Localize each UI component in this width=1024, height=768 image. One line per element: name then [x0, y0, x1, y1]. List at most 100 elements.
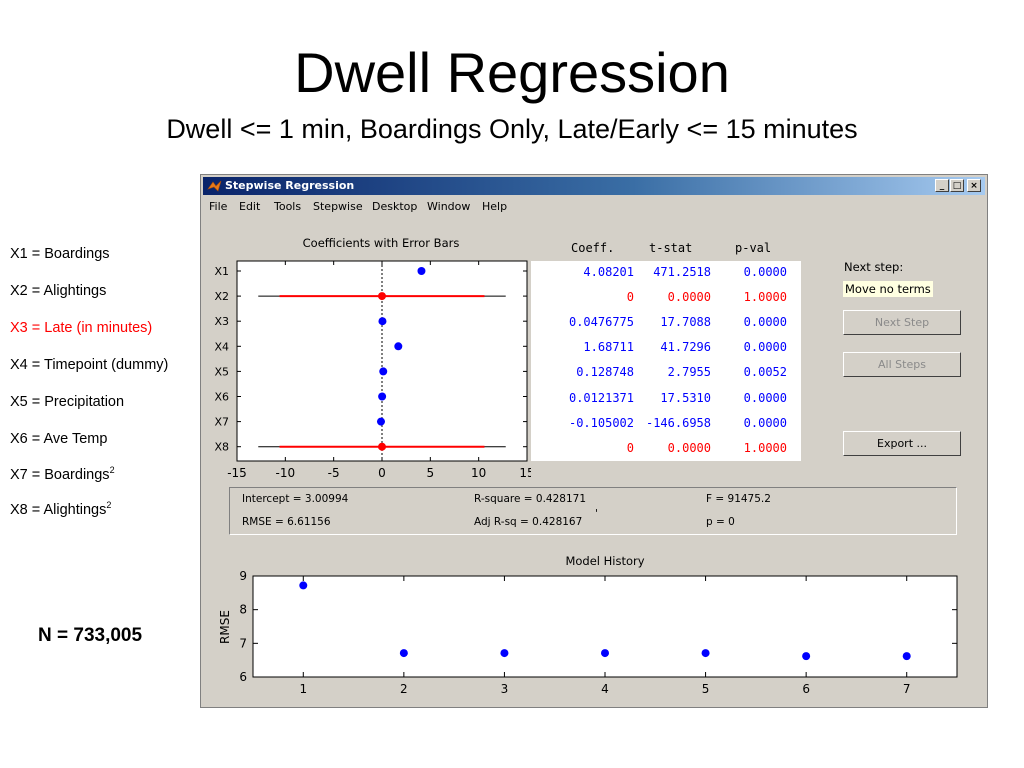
legend-x3: X3 = Late (in minutes)	[10, 320, 153, 336]
coef-point-x3[interactable]	[378, 317, 387, 326]
coefficients-chart-title: Coefficients with Error Bars	[303, 236, 460, 250]
model-history-ylabel: RMSE	[218, 610, 232, 644]
menu-desktop[interactable]: Desktop	[372, 200, 418, 213]
coef-point-x4[interactable]	[394, 342, 403, 351]
tstat-cell-x3[interactable]: 17.7088	[660, 315, 711, 330]
hist-xtick-label: 3	[501, 682, 509, 696]
coef-xtick-label: 5	[427, 466, 435, 480]
coeff-cell-x8[interactable]: 0	[626, 440, 634, 455]
next-step-label: Next step:	[844, 260, 904, 274]
stepwise-window: Stepwise Regression _ □ × File Edit Tool…	[200, 174, 988, 708]
export-button[interactable]: Export ...	[843, 431, 961, 456]
coef-tick-label-x8: X8	[214, 441, 229, 454]
coef-xtick-label: 0	[378, 466, 386, 480]
menu-file[interactable]: File	[209, 200, 228, 213]
pval-cell-x1[interactable]: 0.0000	[743, 265, 787, 279]
history-point-step-7[interactable]	[902, 652, 911, 661]
hist-xtick-label: 1	[299, 682, 307, 696]
hist-ytick-label: 9	[239, 569, 247, 583]
slide-subtitle: Dwell <= 1 min, Boardings Only, Late/Ear…	[166, 114, 858, 144]
coef-tick-label-x3: X3	[214, 315, 229, 328]
history-point-step-4[interactable]	[601, 649, 609, 658]
header-tstat: t-stat	[649, 241, 693, 255]
tstat-cell-x6[interactable]: 17.5310	[660, 390, 711, 405]
maximize-button[interactable]: □	[950, 179, 964, 192]
slide-title: Dwell Regression	[294, 41, 730, 104]
coef-xtick-label: 10	[471, 466, 486, 480]
p-value: p = 0	[706, 516, 735, 528]
coeff-cell-x2[interactable]: 0	[626, 290, 634, 305]
rsquare-value: R-square = 0.428171	[474, 493, 587, 505]
coef-point-x2[interactable]	[378, 292, 386, 301]
window-titlebar[interactable]: Stepwise Regression _ □ ×	[203, 177, 985, 195]
pval-cell-x6[interactable]: 0.0000	[743, 390, 787, 405]
tstat-cell-x8[interactable]: 0.0000	[667, 440, 711, 455]
all-steps-button[interactable]: All Steps	[843, 352, 961, 377]
history-point-step-6[interactable]	[802, 652, 811, 661]
tstat-cell-x1[interactable]: 471.2518	[653, 265, 711, 279]
coef-xtick-label: -10	[276, 466, 296, 480]
coef-point-x5[interactable]	[379, 367, 388, 376]
coef-tick-label-x7: X7	[214, 416, 229, 429]
coeff-cell-x1[interactable]: 4.08201	[583, 265, 634, 279]
model-history-title: Model History	[565, 554, 644, 568]
tstat-cell-x5[interactable]: 2.7955	[667, 365, 711, 380]
coef-xtick-label: -15	[227, 466, 247, 480]
menu-window[interactable]: Window	[427, 200, 471, 213]
hist-ytick-label: 6	[239, 670, 247, 684]
menu-edit[interactable]: Edit	[239, 200, 261, 213]
hist-xtick-label: 2	[400, 682, 408, 696]
pval-cell-x8[interactable]: 1.0000	[743, 440, 787, 455]
coef-tick-label-x2: X2	[214, 290, 229, 303]
window-title: Stepwise Regression	[225, 179, 355, 192]
coef-point-x6[interactable]	[378, 392, 387, 401]
hist-xtick-label: 7	[903, 682, 911, 696]
legend-x4: X4 = Timepoint (dummy)	[10, 357, 169, 373]
coeff-cell-x7[interactable]: -0.105002	[568, 415, 634, 430]
legend-x5: X5 = Precipitation	[10, 394, 125, 410]
tstat-cell-x7[interactable]: -146.6958	[645, 415, 711, 430]
pval-cell-x2[interactable]: 1.0000	[743, 290, 787, 305]
legend-x7: X7 = Boardings2	[10, 465, 115, 483]
pval-cell-x5[interactable]: 0.0052	[743, 365, 787, 380]
header-coeff: Coeff.	[571, 241, 615, 255]
minimize-button[interactable]: _	[935, 179, 949, 192]
history-point-step-1[interactable]	[299, 581, 308, 590]
coef-point-x7[interactable]	[376, 417, 385, 426]
intercept-value: Intercept = 3.00994	[242, 493, 349, 505]
coeff-cell-x6[interactable]: 0.0121371	[568, 390, 634, 405]
history-point-step-2[interactable]	[399, 649, 408, 658]
menu-tools[interactable]: Tools	[274, 200, 302, 213]
close-button[interactable]: ×	[967, 179, 981, 192]
hist-xtick-label: 6	[802, 682, 810, 696]
tstat-cell-x2[interactable]: 0.0000	[667, 290, 711, 305]
legend-x6: X6 = Ave Temp	[10, 431, 108, 447]
coeff-cell-x4[interactable]: 1.68711	[583, 340, 634, 355]
legend-x2: X2 = Alightings	[10, 283, 107, 299]
matlab-logo-icon	[207, 180, 222, 192]
coeff-cell-x3[interactable]: 0.0476775	[568, 315, 634, 330]
legend-x1: X1 = Boardings	[10, 246, 110, 262]
menu-help[interactable]: Help	[482, 200, 508, 213]
header-pval: p-val	[735, 241, 772, 255]
history-point-step-5[interactable]	[701, 649, 710, 658]
pval-cell-x4[interactable]: 0.0000	[743, 340, 787, 355]
model-history-plot-area	[252, 575, 958, 678]
model-history-chart: Model History RMSE 6 7 8 9 1 2 3 4 5 6 7	[218, 554, 958, 696]
f-value: F = 91475.2	[706, 493, 771, 505]
coeff-cell-x5[interactable]: 0.128748	[576, 365, 634, 380]
hist-ytick-label: 7	[239, 636, 247, 650]
tick-mark: '	[595, 508, 598, 520]
coef-point-x8[interactable]	[378, 442, 386, 451]
pval-cell-x3[interactable]: 0.0000	[743, 315, 787, 330]
coef-point-x1[interactable]	[417, 267, 426, 275]
pval-cell-x7[interactable]: 0.0000	[743, 415, 787, 430]
coef-tick-label-x4: X4	[214, 340, 229, 353]
hist-ytick-label: 8	[239, 603, 247, 617]
menu-bar: File Edit Tools Stepwise Desktop Window …	[203, 197, 985, 215]
history-point-step-3[interactable]	[500, 649, 509, 658]
menu-stepwise[interactable]: Stepwise	[313, 200, 363, 213]
legend-x8: X8 = Alightings2	[10, 500, 112, 518]
tstat-cell-x4[interactable]: 41.7296	[660, 340, 711, 355]
next-step-button[interactable]: Next Step	[843, 310, 961, 335]
